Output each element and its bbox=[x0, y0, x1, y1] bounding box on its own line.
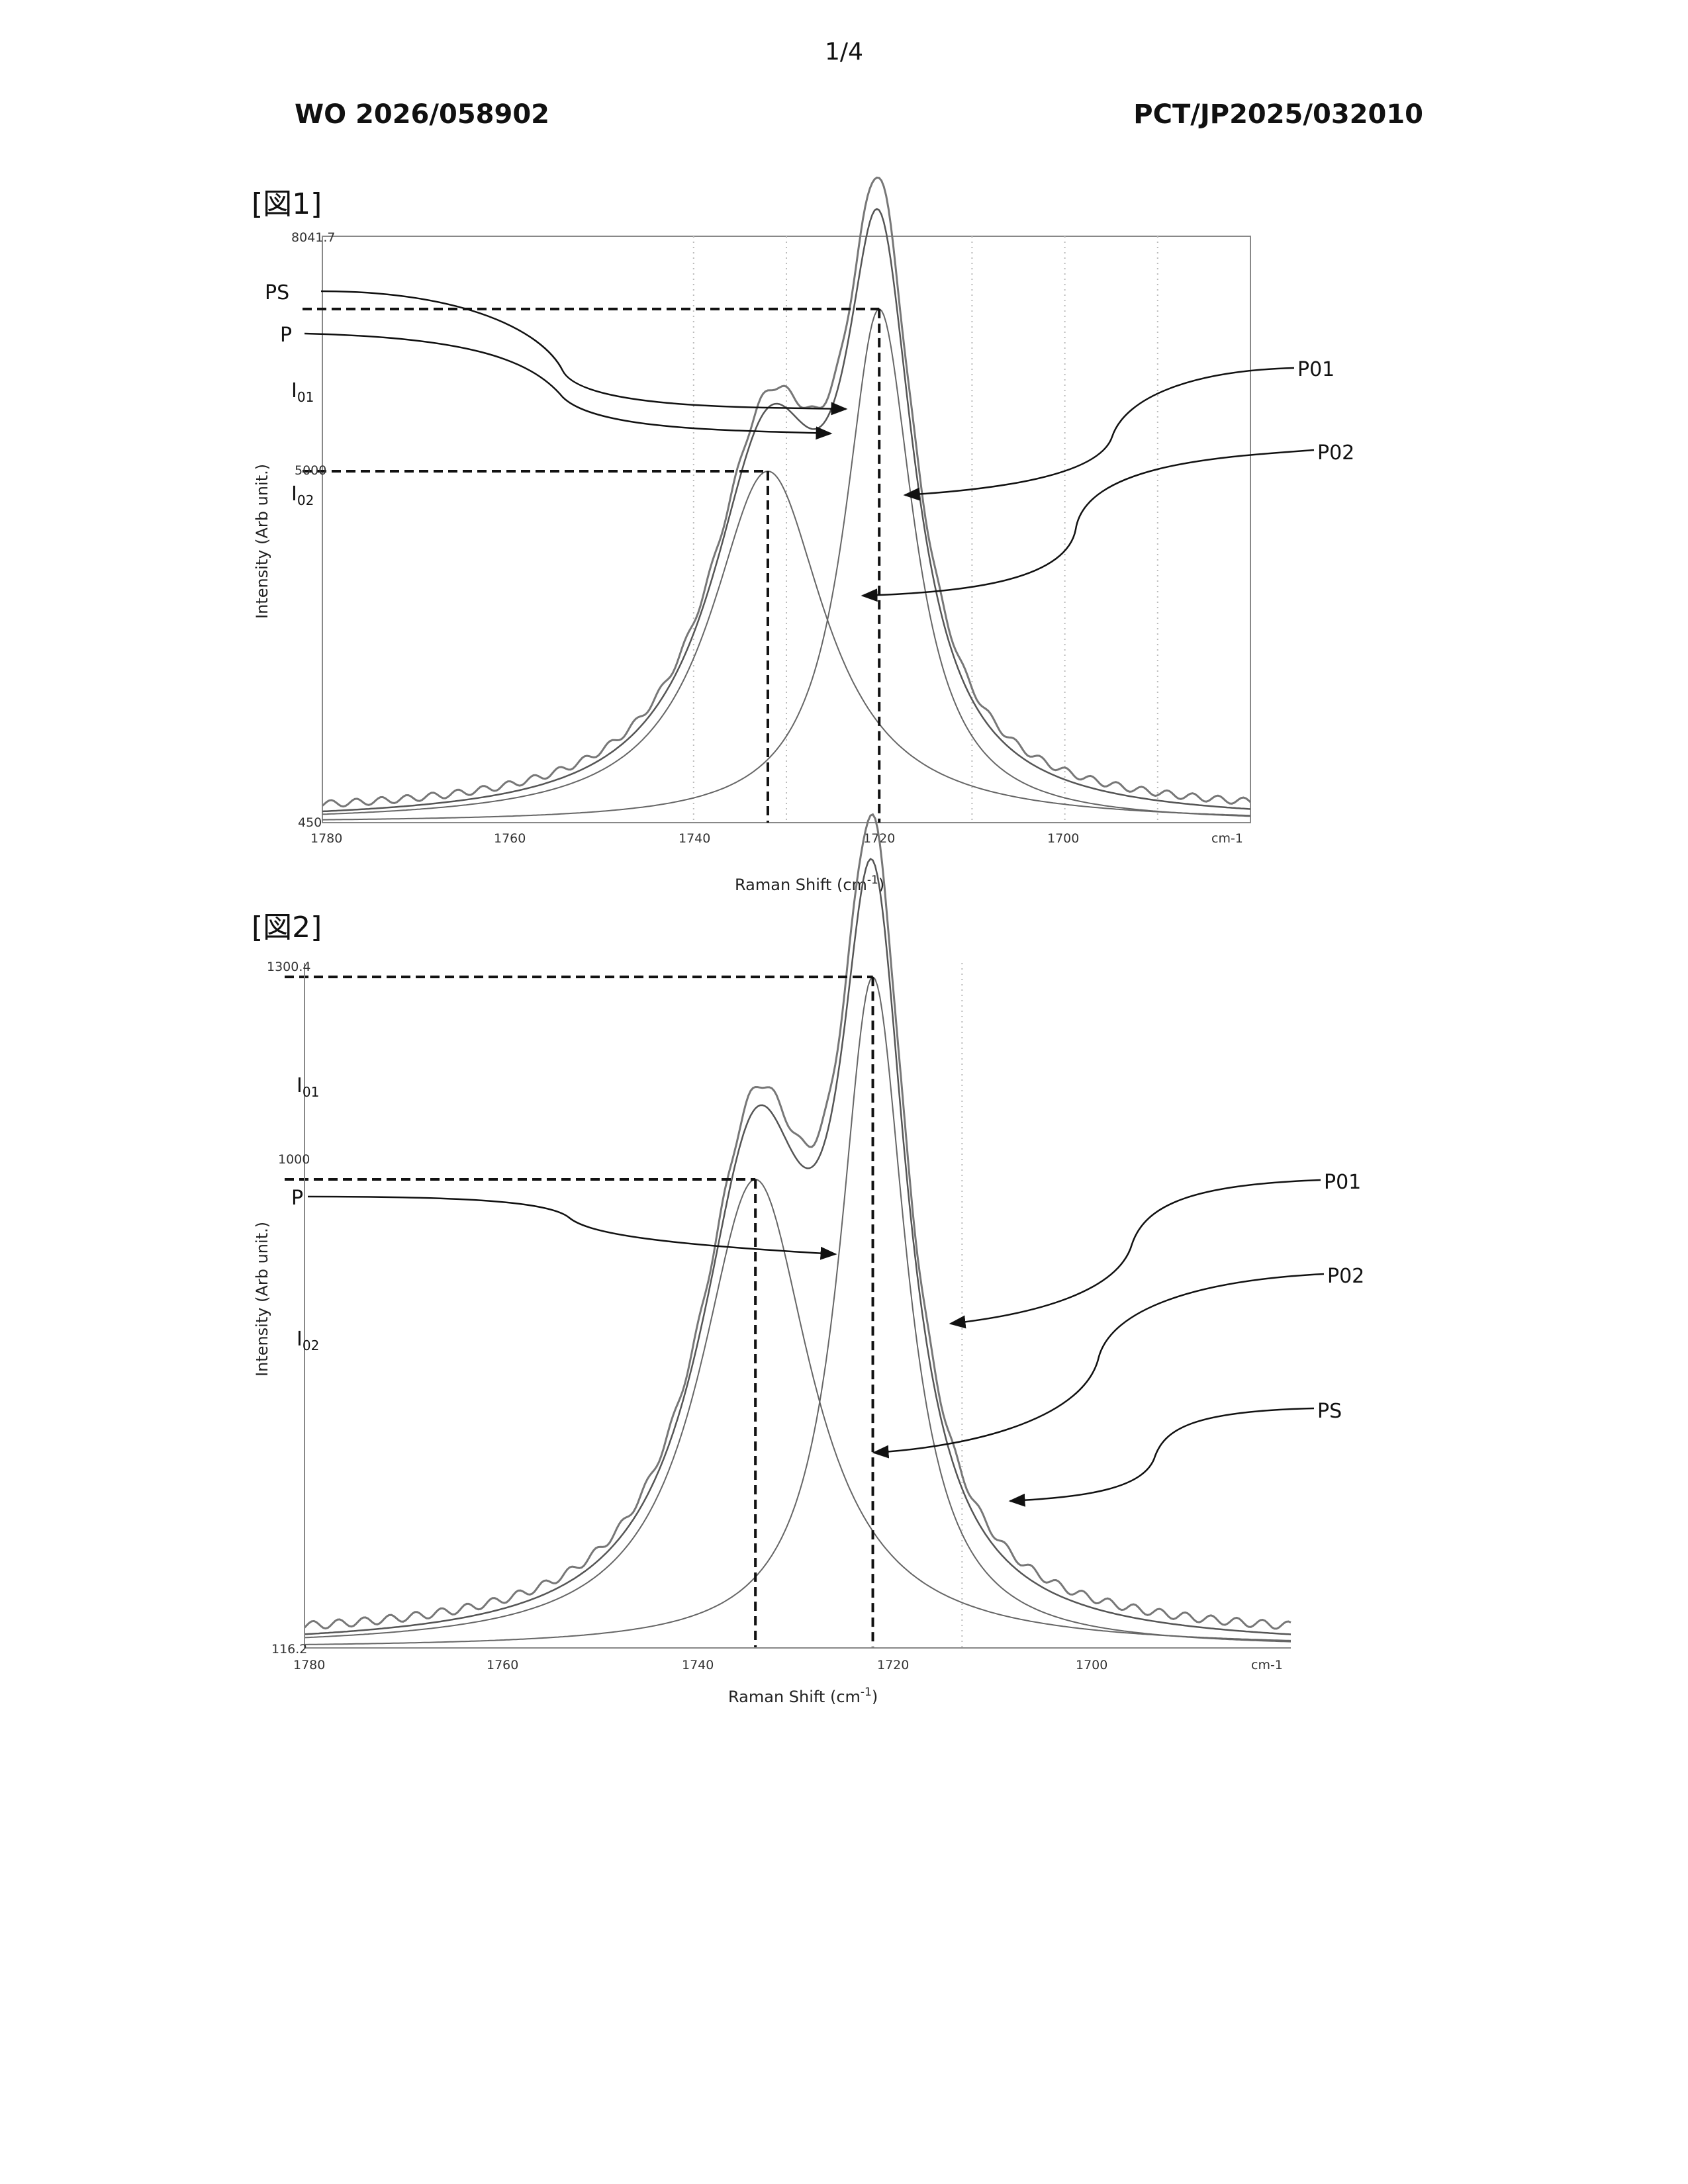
figure-1-y-axis-label: Intensity (Arb unit.) bbox=[253, 464, 271, 619]
figure-1-callout-ps-label: PS bbox=[265, 281, 289, 304]
figure-2-x-tick-1780: 1780 bbox=[293, 1658, 325, 1672]
figure-2-leader-p02 bbox=[872, 1273, 1325, 1459]
figure-2-y-axis-label: Intensity (Arb unit.) bbox=[253, 1222, 271, 1377]
figure-1-series-ps bbox=[322, 176, 1252, 808]
figure-1-leader-ps bbox=[320, 290, 848, 416]
figure-2-series-p bbox=[304, 858, 1291, 1635]
figure-2-y-mid-label: 1000 bbox=[278, 1152, 310, 1167]
figure-2-label: [図2] bbox=[252, 911, 322, 944]
figure-2-marker-i01: I01 bbox=[297, 1074, 319, 1100]
figure-2-chart: 1300.4 1000 116.2 1780 1760 1740 1720 17… bbox=[253, 813, 1364, 1706]
figure-2-callout-p-label: P bbox=[291, 1187, 303, 1210]
figure-1-x-axis-label: Raman Shift (cm-1) bbox=[735, 874, 884, 894]
figure-2-y-top-label: 1300.4 bbox=[267, 960, 310, 974]
figure-1-x-tick-1740: 1740 bbox=[679, 831, 710, 846]
figure-1-leader-p02 bbox=[861, 449, 1315, 602]
figure-1-callout-p02-label: P02 bbox=[1317, 441, 1354, 465]
figure-1-callout-p01-label: P01 bbox=[1297, 358, 1335, 381]
page-number: 1/4 bbox=[825, 38, 863, 66]
figure-1-series-p01 bbox=[322, 308, 1251, 821]
figure-1-x-tick-1700: 1700 bbox=[1047, 831, 1079, 846]
figure-1-y-bottom-label: 450 bbox=[298, 815, 322, 830]
figure-2-x-axis-label: Raman Shift (cm-1) bbox=[728, 1686, 878, 1706]
figure-2-callout-ps-label: PS bbox=[1317, 1400, 1342, 1423]
figure-2-callout-p02-label: P02 bbox=[1327, 1265, 1364, 1288]
figure-1-chart: 8041.7 5000 450 1780 1760 1740 1720 1700… bbox=[253, 176, 1354, 894]
figure-2-x-tick-1760: 1760 bbox=[487, 1658, 518, 1672]
figure-1-label: [図1] bbox=[252, 187, 322, 221]
figure-1-series-p02 bbox=[322, 470, 1251, 817]
figure-2-x-unit-label: cm-1 bbox=[1251, 1658, 1283, 1672]
figure-1-marker-i02: I02 bbox=[291, 482, 314, 508]
publication-number: WO 2026/058902 bbox=[295, 99, 549, 130]
figure-1-y-top-label: 8041.7 bbox=[291, 230, 335, 245]
figure-1-leader-p01 bbox=[903, 367, 1295, 501]
figure-2-y-bottom-label: 116.2 bbox=[271, 1642, 307, 1657]
figure-1-x-tick-1760: 1760 bbox=[494, 831, 526, 846]
figure-2-x-tick-1740: 1740 bbox=[682, 1658, 714, 1672]
figure-1-x-tick-1780: 1780 bbox=[310, 831, 342, 846]
figure-2-leader-ps bbox=[1008, 1407, 1315, 1507]
figure-2-x-tick-1700: 1700 bbox=[1076, 1658, 1107, 1672]
figure-2-leader-p bbox=[307, 1195, 837, 1260]
figure-2-series-ps bbox=[303, 813, 1291, 1630]
figure-1-y-mid-label: 5000 bbox=[295, 463, 326, 478]
figure-1-x-unit-label: cm-1 bbox=[1211, 831, 1243, 846]
figure-1-leader-p bbox=[304, 332, 833, 440]
figure-2-x-tick-1720: 1720 bbox=[877, 1658, 909, 1672]
figure-1-marker-i01: I01 bbox=[291, 379, 314, 405]
figure-2-series-p01 bbox=[305, 976, 1291, 1645]
figure-2-series-p02 bbox=[304, 1179, 1291, 1641]
application-number: PCT/JP2025/032010 bbox=[1133, 99, 1423, 130]
figure-2-callout-p01-label: P01 bbox=[1324, 1171, 1361, 1194]
figure-2-leader-p01 bbox=[949, 1179, 1321, 1329]
figure-2-marker-i02: I02 bbox=[297, 1328, 319, 1353]
figure-1-callout-p-label: P bbox=[280, 324, 292, 347]
figure-1-series-p bbox=[322, 208, 1251, 813]
